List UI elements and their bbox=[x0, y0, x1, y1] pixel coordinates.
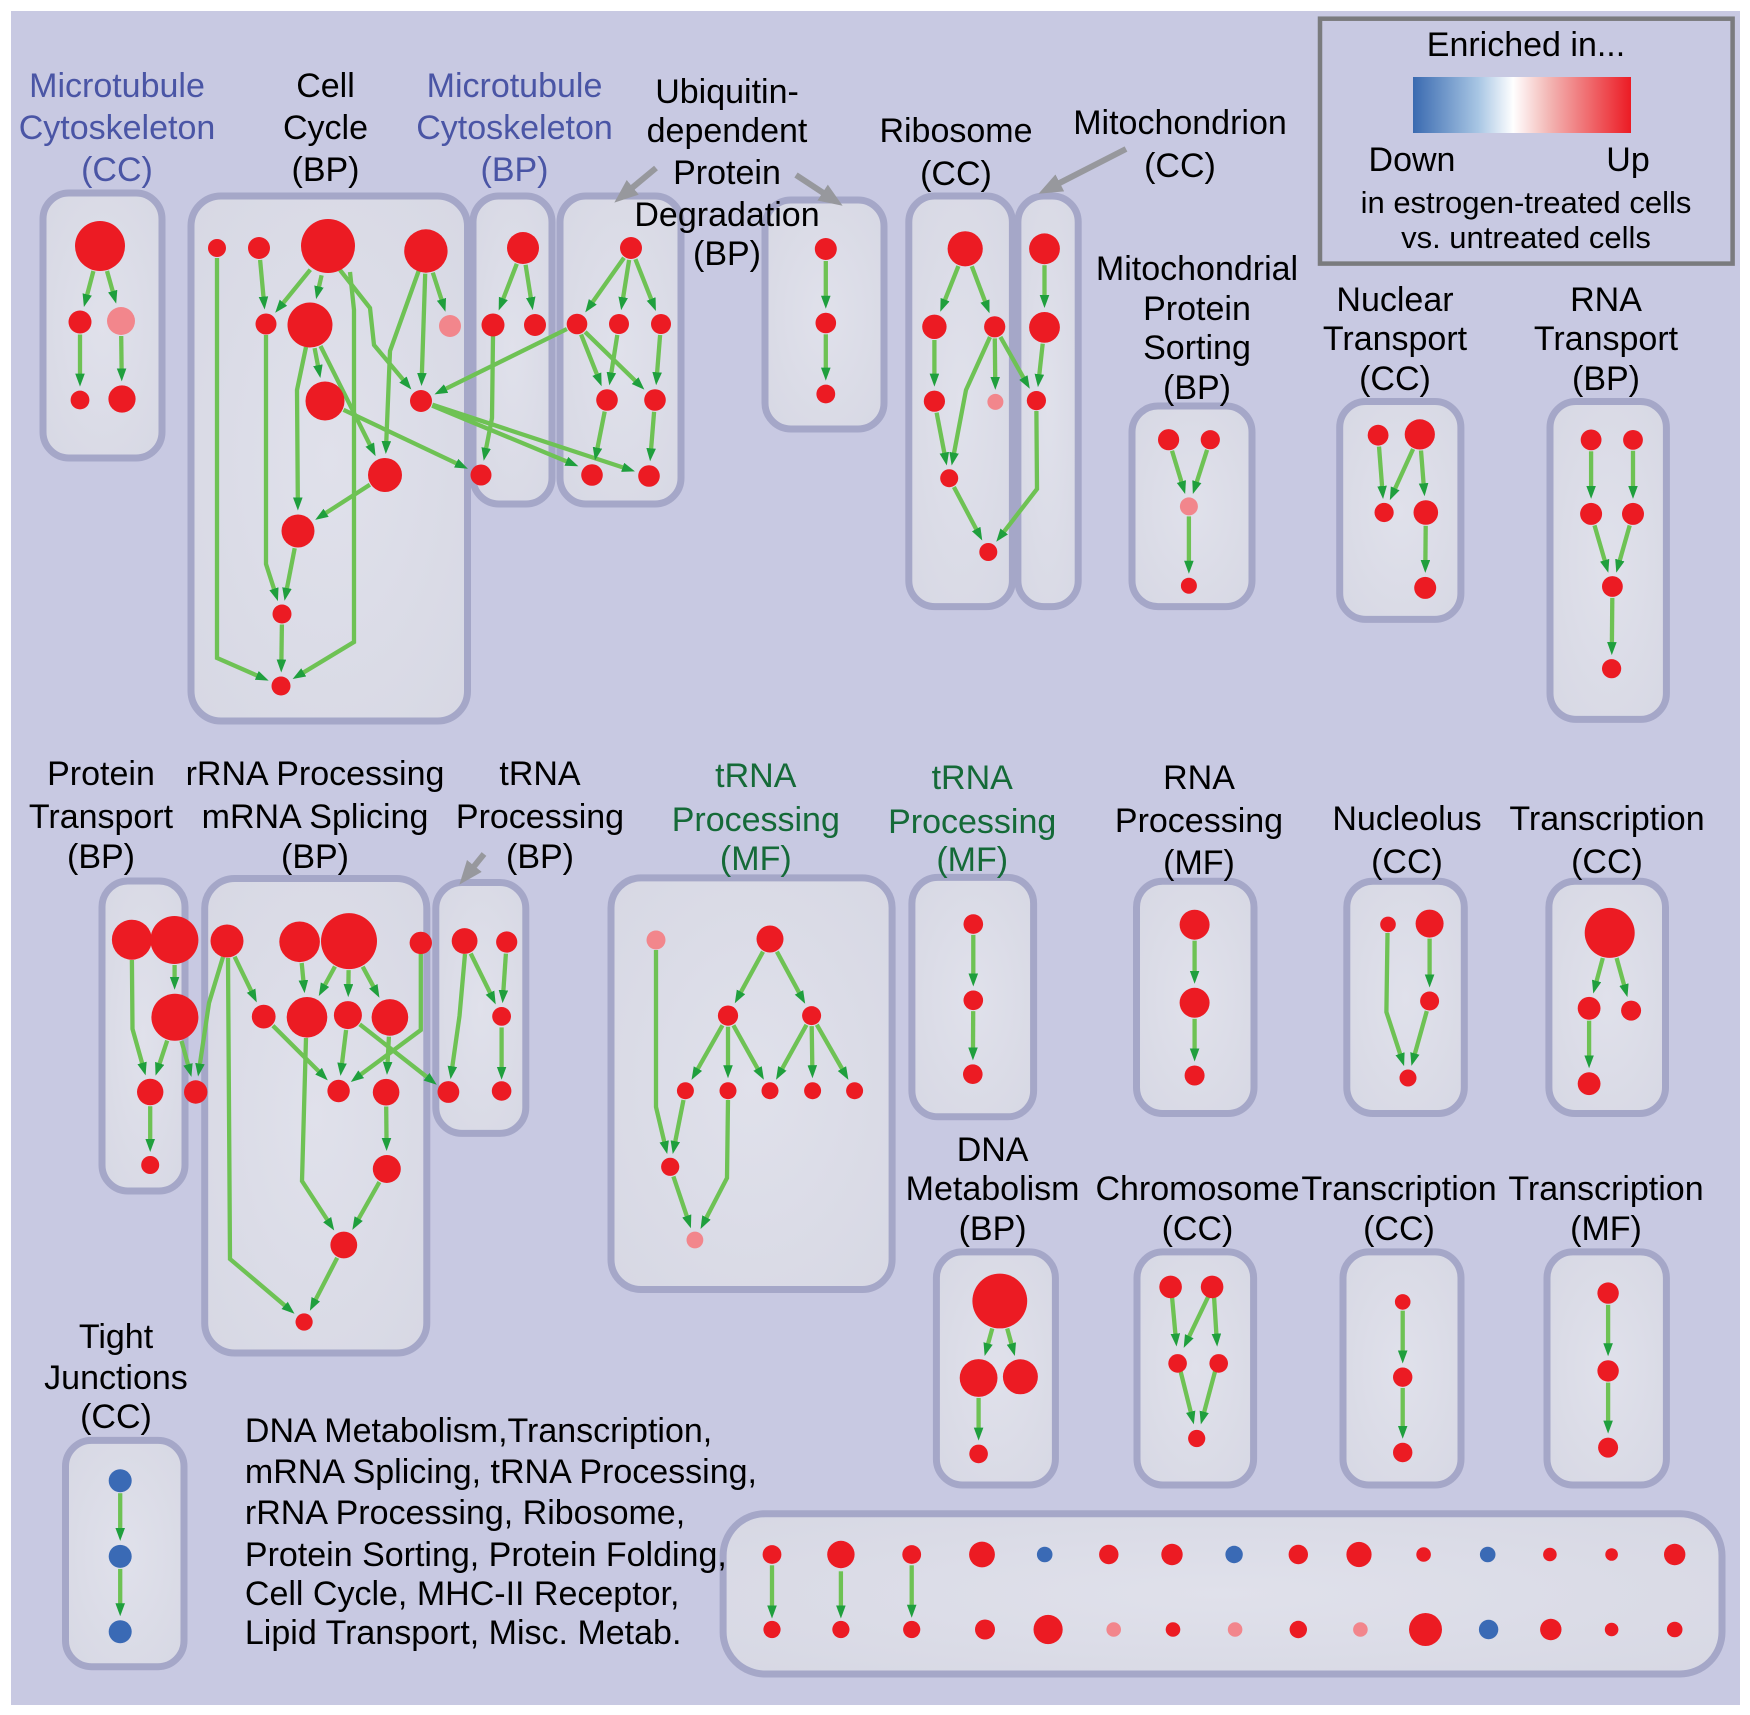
svg-text:Protein: Protein bbox=[1143, 290, 1251, 328]
svg-text:(BP): (BP) bbox=[481, 151, 549, 189]
svg-text:dependent: dependent bbox=[647, 112, 808, 150]
svg-text:(BP): (BP) bbox=[1572, 360, 1640, 398]
svg-text:(BP): (BP) bbox=[693, 235, 761, 273]
svg-text:(CC): (CC) bbox=[920, 155, 992, 193]
svg-text:RNA: RNA bbox=[1163, 759, 1235, 797]
svg-text:Mitochondrion: Mitochondrion bbox=[1073, 104, 1287, 142]
svg-text:Protein Sorting, Protein Foldi: Protein Sorting, Protein Folding, bbox=[245, 1536, 727, 1574]
svg-text:Sorting: Sorting bbox=[1143, 329, 1251, 367]
svg-text:Metabolism: Metabolism bbox=[906, 1170, 1080, 1208]
svg-text:Microtubule: Microtubule bbox=[427, 67, 603, 105]
svg-text:(BP): (BP) bbox=[959, 1210, 1027, 1248]
svg-text:tRNA: tRNA bbox=[715, 757, 797, 795]
svg-text:DNA Metabolism,Transcription,: DNA Metabolism,Transcription, bbox=[245, 1412, 712, 1450]
svg-text:Cytoskeleton: Cytoskeleton bbox=[19, 109, 216, 147]
svg-text:rRNA Processing, Ribosome,: rRNA Processing, Ribosome, bbox=[245, 1494, 685, 1532]
svg-text:Cell Cycle, MHC-II Receptor,: Cell Cycle, MHC-II Receptor, bbox=[245, 1575, 680, 1613]
svg-text:Cytoskeleton: Cytoskeleton bbox=[416, 109, 613, 147]
svg-text:(MF): (MF) bbox=[936, 841, 1008, 879]
svg-text:Protein: Protein bbox=[47, 755, 155, 793]
svg-text:in estrogen-treated cells: in estrogen-treated cells bbox=[1361, 185, 1692, 220]
svg-text:(CC): (CC) bbox=[1162, 1210, 1234, 1248]
svg-text:DNA: DNA bbox=[957, 1131, 1029, 1169]
svg-text:Protein: Protein bbox=[673, 154, 781, 192]
svg-text:Junctions: Junctions bbox=[44, 1359, 188, 1397]
svg-text:(CC): (CC) bbox=[1571, 843, 1643, 881]
svg-text:Down: Down bbox=[1369, 141, 1456, 179]
svg-text:(BP): (BP) bbox=[292, 151, 360, 189]
svg-text:mRNA Splicing: mRNA Splicing bbox=[202, 798, 429, 836]
svg-text:Nucleolus: Nucleolus bbox=[1332, 800, 1481, 838]
svg-text:Transport: Transport bbox=[29, 798, 174, 836]
svg-text:Tight: Tight bbox=[79, 1318, 154, 1356]
svg-text:(CC): (CC) bbox=[1363, 1210, 1435, 1248]
svg-text:(CC): (CC) bbox=[1144, 147, 1216, 185]
svg-text:Ubiquitin-: Ubiquitin- bbox=[655, 73, 799, 111]
svg-text:Mitochondrial: Mitochondrial bbox=[1096, 250, 1298, 288]
svg-text:RNA: RNA bbox=[1570, 281, 1642, 319]
svg-text:vs. untreated cells: vs. untreated cells bbox=[1401, 220, 1651, 255]
svg-text:(CC): (CC) bbox=[1359, 360, 1431, 398]
svg-text:Processing: Processing bbox=[888, 803, 1056, 841]
svg-text:Up: Up bbox=[1606, 141, 1649, 179]
svg-text:(MF): (MF) bbox=[720, 840, 792, 878]
svg-text:Nuclear: Nuclear bbox=[1336, 281, 1453, 319]
svg-text:Transcription: Transcription bbox=[1509, 800, 1704, 838]
svg-text:(BP): (BP) bbox=[67, 838, 135, 876]
svg-text:Processing: Processing bbox=[672, 801, 840, 839]
svg-text:Processing: Processing bbox=[1115, 802, 1283, 840]
svg-text:tRNA: tRNA bbox=[932, 759, 1014, 797]
svg-text:tRNA: tRNA bbox=[499, 755, 581, 793]
svg-text:Ribosome: Ribosome bbox=[879, 112, 1032, 150]
svg-text:Transport: Transport bbox=[1323, 320, 1468, 358]
svg-text:(MF): (MF) bbox=[1570, 1210, 1642, 1248]
svg-text:Enriched in...: Enriched in... bbox=[1427, 26, 1625, 64]
svg-text:Processing: Processing bbox=[456, 798, 624, 836]
svg-text:Microtubule: Microtubule bbox=[29, 67, 205, 105]
svg-text:(BP): (BP) bbox=[1163, 369, 1231, 407]
svg-text:(CC): (CC) bbox=[1371, 843, 1443, 881]
svg-text:Lipid Transport, Misc. Metab.: Lipid Transport, Misc. Metab. bbox=[245, 1614, 682, 1652]
svg-text:(BP): (BP) bbox=[281, 838, 349, 876]
svg-text:(CC): (CC) bbox=[80, 1398, 152, 1436]
svg-text:Transcription: Transcription bbox=[1508, 1170, 1703, 1208]
svg-text:Transcription: Transcription bbox=[1301, 1170, 1496, 1208]
svg-text:Cycle: Cycle bbox=[283, 109, 368, 147]
svg-text:Chromosome: Chromosome bbox=[1095, 1170, 1299, 1208]
svg-text:mRNA Splicing, tRNA Processing: mRNA Splicing, tRNA Processing, bbox=[245, 1453, 757, 1491]
svg-text:rRNA Processing: rRNA Processing bbox=[186, 755, 445, 793]
svg-text:Cell: Cell bbox=[296, 67, 355, 105]
svg-text:Degradation: Degradation bbox=[634, 196, 819, 234]
svg-text:(BP): (BP) bbox=[506, 838, 574, 876]
svg-text:(MF): (MF) bbox=[1163, 844, 1235, 882]
svg-text:Transport: Transport bbox=[1534, 320, 1679, 358]
svg-text:(CC): (CC) bbox=[81, 151, 153, 189]
